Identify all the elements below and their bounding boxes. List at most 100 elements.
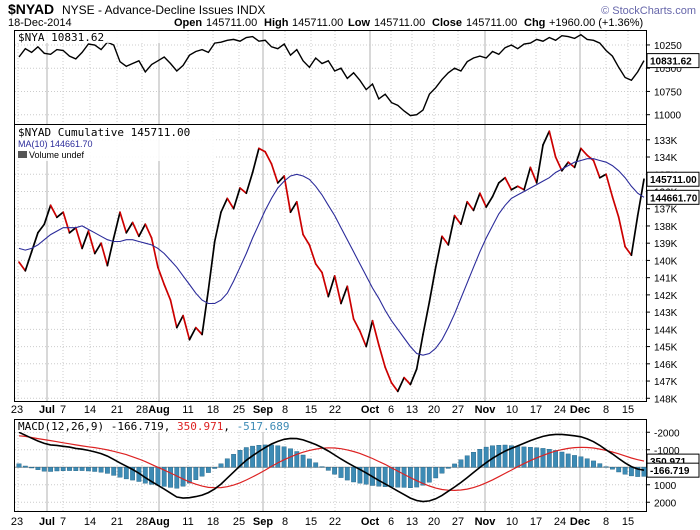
macd-histogram-bar [35,467,41,470]
y-tick-label: 134K [654,153,678,164]
macd-panel-frame [14,419,647,512]
nyad-segment [611,195,620,219]
macd-histogram-bar [98,467,104,473]
nyad-segment [359,330,368,348]
low-label: Low [348,17,370,29]
nyad-segment [396,376,405,393]
macd-histogram-bar [130,467,135,481]
x-tick-label: 13 [406,516,418,528]
nyad-segment [314,263,323,274]
macd-histogram-bar [546,449,552,468]
macd-last-value: -166.719 [650,466,690,477]
x-tick-label: 27 [452,404,464,416]
nyad-segment [270,163,279,184]
nyad-segment [119,211,128,234]
nyad-segment [561,161,570,172]
x-tick-label: Jul [39,516,55,528]
nyad-segment [125,221,134,234]
macd-histogram-bar [16,463,22,468]
x-tick-label: 15 [305,404,317,416]
macd-histogram-bar [117,467,123,478]
nyad-segment [295,200,304,236]
macd-histogram-bar [307,458,312,468]
macd-histogram-bar [458,459,464,468]
y-tick-label: -2000 [654,428,680,439]
macd-histogram-bar [565,453,571,468]
macd-last-value-bg [646,462,700,478]
y-tick-label: 147K [654,377,678,388]
watermark: © StockCharts.com [601,5,696,17]
nyad-segment [630,214,639,257]
macd-histogram-bar [243,447,249,468]
nyad-segment [68,226,77,234]
macd-histogram-bar [502,444,508,468]
macd-histogram-bar [180,467,186,487]
nyad-segment [289,200,298,214]
nyad-segment [37,223,46,234]
macd-histogram-bar [275,445,281,468]
nyad-segment [573,147,582,169]
macd-histogram-bar [269,444,274,468]
chart-description: NYSE - Advance-Decline Issues INDX [62,3,265,17]
nyad-segment [106,237,115,267]
macd-histogram-bar [212,467,218,469]
nyad-segment [453,214,462,226]
x-axis-labels-bottom: 23 Jul 7 14 21 28 Aug 11 18 25 Sep 8 15 22 Oct 6 13 20 27 N… [11,516,634,528]
nyad-segment [542,130,551,146]
macd-layer [15,431,647,503]
macd-histogram-bar [477,449,483,468]
nyad-segment [302,233,311,246]
macd-histogram-bar [357,467,363,484]
macd-gridlines [15,420,646,511]
chart-date: 18-Dec-2014 [8,17,72,29]
macd-histogram-bar [193,467,199,480]
nyad-ma-last-value-bg [646,189,700,205]
y-tick-label: 148K [654,394,678,405]
nyad-segment [220,197,229,214]
macd-histogram-bar [155,467,161,486]
nyad-segment [182,314,191,341]
macd-histogram-bar [262,444,268,468]
macd-histogram-bar [281,446,287,468]
open-label: Open [174,17,202,29]
nyad-segment [485,195,494,208]
macd-histogram-bar [186,467,192,484]
low-value: 145711.00 [374,17,425,29]
macd-histogram-bar [414,467,420,488]
y-tick-label: 141K [654,274,678,285]
macd-histogram-bar [610,467,615,470]
macd-histogram-bar [104,467,110,474]
nyad-segment [352,318,361,332]
y-tick-label: 2000 [654,498,677,509]
nyad-segment [472,192,481,212]
y-tick-label: 145K [654,343,678,354]
nyad-segment [112,211,121,239]
nyad-legend-ma: MA(10) 144661.70 [18,139,93,149]
x-tick-label: Sep [253,516,273,528]
nyad-segment [150,237,159,269]
macd-histogram-bar [338,467,344,478]
x-tick-label: 17 [530,516,542,528]
macd-histogram-bar [29,467,34,469]
x-tick-label: 14 [84,404,96,416]
macd-legend-signal: 350.971 [177,420,223,433]
nyad-segment [258,147,267,153]
y-tick-label: 11000 [654,111,682,122]
nyad-segment [308,244,317,265]
macd-histogram-bar [559,451,565,468]
nyad-segment [377,344,387,369]
y-tick-label: 144K [654,325,678,336]
nyad-segment [157,266,166,286]
nyad-segment [175,314,184,329]
x-tick-label: 11 [182,516,193,528]
x-tick-label: 8 [282,404,288,416]
x-tick-label: 18 [207,404,219,416]
x-tick-label: 15 [305,516,317,528]
nyad-segment [529,166,538,184]
x-tick-label: Nov [475,516,497,528]
nyad-segment [548,130,557,158]
nyad-segment [428,266,437,303]
x-tick-label: 8 [603,404,609,416]
chg-value: +1960.00 (+1.36%) [549,17,643,29]
